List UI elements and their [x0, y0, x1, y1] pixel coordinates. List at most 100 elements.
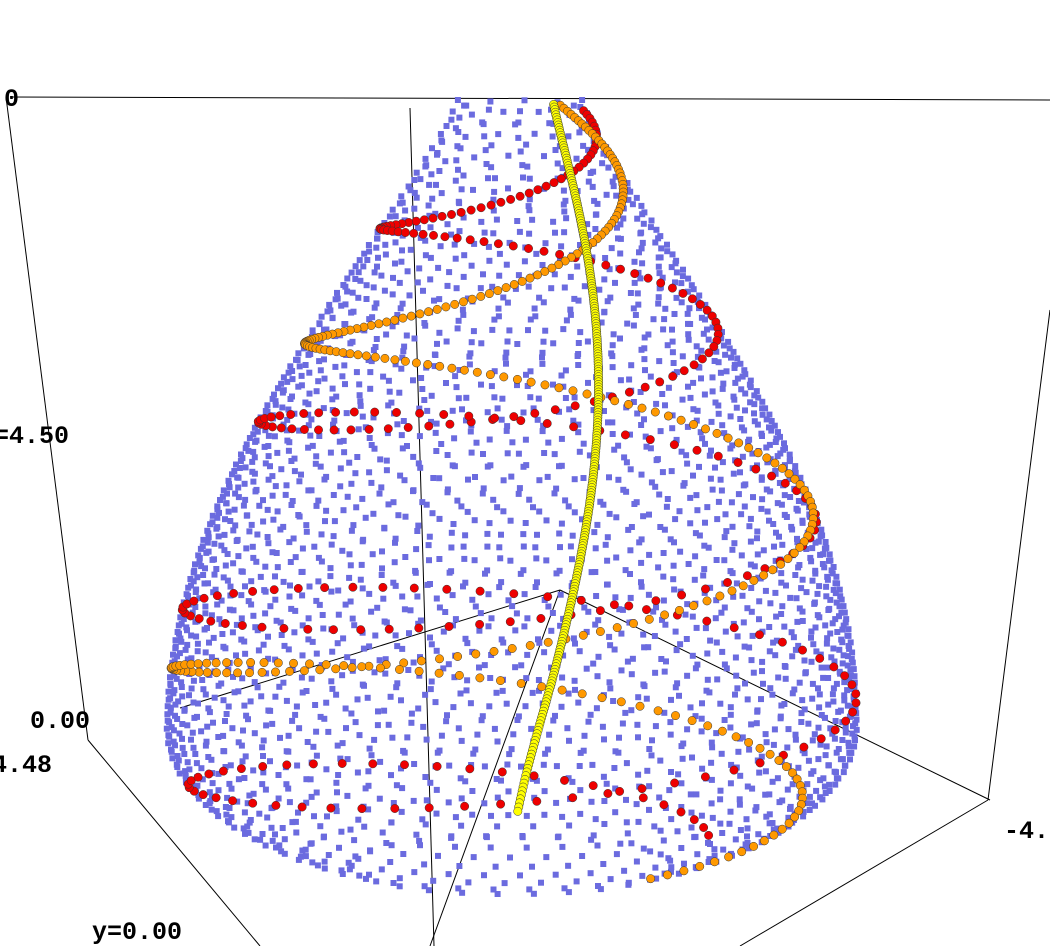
surface-point: [647, 848, 654, 855]
surface-point: [293, 703, 300, 710]
surface-point: [523, 844, 530, 851]
surface-point: [251, 730, 258, 737]
surface-point: [174, 716, 181, 722]
surface-point: [565, 503, 572, 510]
surface-point: [630, 305, 637, 312]
surface-point: [615, 235, 621, 242]
surface-point: [541, 153, 547, 160]
surface-point: [698, 715, 705, 722]
surface-point: [480, 451, 486, 457]
surface-point: [721, 604, 728, 611]
surface-point: [259, 781, 266, 788]
surface-point: [389, 206, 396, 213]
surface-point: [657, 827, 664, 834]
surface-point: [188, 632, 195, 639]
surface-point: [224, 551, 231, 557]
curve-point: [689, 601, 698, 611]
curve-point: [442, 584, 452, 594]
surface-point: [356, 257, 363, 264]
curve-point: [770, 458, 780, 468]
surface-point: [758, 474, 765, 481]
surface-point: [349, 658, 356, 665]
surface-point: [693, 791, 700, 798]
surface-point: [250, 612, 257, 619]
surface-point: [824, 664, 831, 671]
surface-point: [412, 569, 419, 576]
curve-point: [624, 387, 634, 397]
surface-point: [455, 129, 462, 135]
surface-point: [692, 530, 699, 537]
surface-point: [504, 761, 511, 768]
surface-point: [530, 405, 537, 412]
surface-point: [493, 689, 500, 696]
curve-point: [703, 721, 713, 731]
surface-point: [705, 859, 712, 865]
surface-point: [392, 632, 399, 639]
surface-point: [488, 812, 494, 819]
surface-point: [618, 630, 625, 637]
surface-point: [546, 120, 553, 127]
curve-point: [840, 671, 850, 681]
surface-point: [231, 824, 238, 831]
surface-point: [808, 770, 815, 777]
surface-point: [165, 688, 172, 695]
surface-point: [167, 709, 174, 716]
surface-point: [432, 429, 439, 436]
surface-point: [844, 702, 851, 709]
surface-point: [415, 705, 422, 712]
surface-point: [641, 356, 648, 363]
surface-point: [657, 428, 664, 435]
surface-point: [166, 733, 173, 740]
surface-point: [168, 748, 175, 755]
surface-point: [178, 684, 185, 690]
surface-point: [617, 377, 624, 384]
curve-point: [496, 197, 506, 207]
surface-point: [685, 336, 692, 343]
surface-point: [408, 710, 415, 717]
surface-point: [460, 543, 467, 550]
surface-point: [491, 316, 498, 323]
curve-point: [671, 711, 680, 721]
surface-point: [692, 665, 699, 672]
surface-point: [415, 460, 422, 467]
surface-point: [251, 454, 258, 461]
surface-point: [736, 801, 743, 808]
surface-point: [232, 522, 239, 529]
surface-point: [418, 375, 425, 381]
surface-point: [741, 427, 748, 434]
surface-point: [325, 728, 332, 735]
curve-point: [816, 734, 826, 744]
surface-point: [356, 381, 363, 388]
surface-point: [306, 369, 313, 376]
surface-point: [569, 532, 576, 539]
surface-point: [323, 473, 330, 480]
surface-point: [588, 836, 595, 843]
surface-point: [455, 198, 462, 205]
surface-point: [448, 834, 455, 841]
surface-point: [647, 224, 654, 231]
surface-point: [576, 129, 583, 136]
surface-point: [435, 264, 442, 271]
curve-point: [788, 768, 797, 778]
surface-point: [465, 879, 472, 886]
surface-point: [748, 585, 755, 591]
surface-point: [461, 252, 468, 259]
curve-point: [321, 660, 331, 670]
surface-point: [462, 579, 469, 586]
surface-point: [285, 369, 292, 376]
surface-point: [837, 707, 844, 714]
surface-point: [600, 773, 607, 780]
surface-point: [707, 475, 714, 482]
surface-point: [775, 429, 781, 436]
surface-point: [432, 699, 439, 706]
surface-point: [669, 326, 675, 333]
surface-point: [319, 612, 326, 618]
surface-point: [679, 273, 686, 280]
surface-point: [202, 610, 209, 617]
surface-point: [781, 623, 788, 630]
surface-point: [822, 622, 829, 629]
surface-point: [220, 697, 227, 704]
surface-point: [678, 299, 685, 306]
curve-point: [489, 646, 499, 656]
surface-point: [842, 619, 849, 626]
